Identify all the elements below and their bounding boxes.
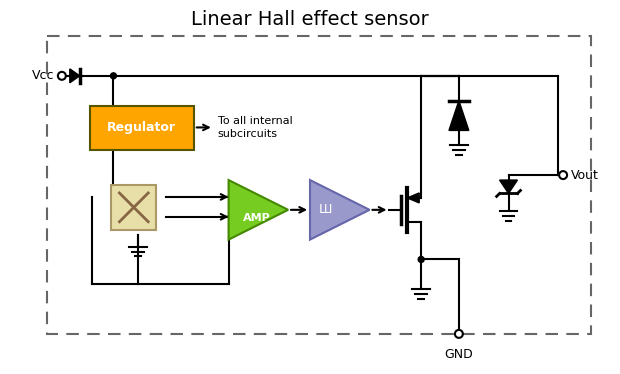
Text: Ш: Ш	[319, 203, 332, 216]
Circle shape	[58, 72, 66, 80]
Text: Regulator: Regulator	[107, 121, 175, 134]
Text: AMP: AMP	[242, 213, 270, 223]
Text: Linear Hall effect sensor: Linear Hall effect sensor	[191, 10, 429, 29]
Circle shape	[110, 73, 117, 79]
FancyBboxPatch shape	[90, 105, 194, 150]
Bar	[47, 36, 591, 334]
Polygon shape	[229, 180, 288, 240]
Text: To all internal
subcircuits: To all internal subcircuits	[218, 116, 293, 139]
Text: Vout: Vout	[571, 169, 599, 182]
Polygon shape	[407, 193, 419, 203]
Polygon shape	[449, 101, 469, 131]
Circle shape	[418, 257, 424, 263]
Circle shape	[559, 171, 567, 179]
Polygon shape	[70, 69, 80, 83]
Polygon shape	[500, 180, 518, 193]
Polygon shape	[310, 180, 370, 240]
Circle shape	[455, 330, 463, 338]
FancyBboxPatch shape	[112, 185, 156, 230]
Text: Vcc: Vcc	[32, 69, 54, 82]
Text: GND: GND	[445, 348, 473, 361]
